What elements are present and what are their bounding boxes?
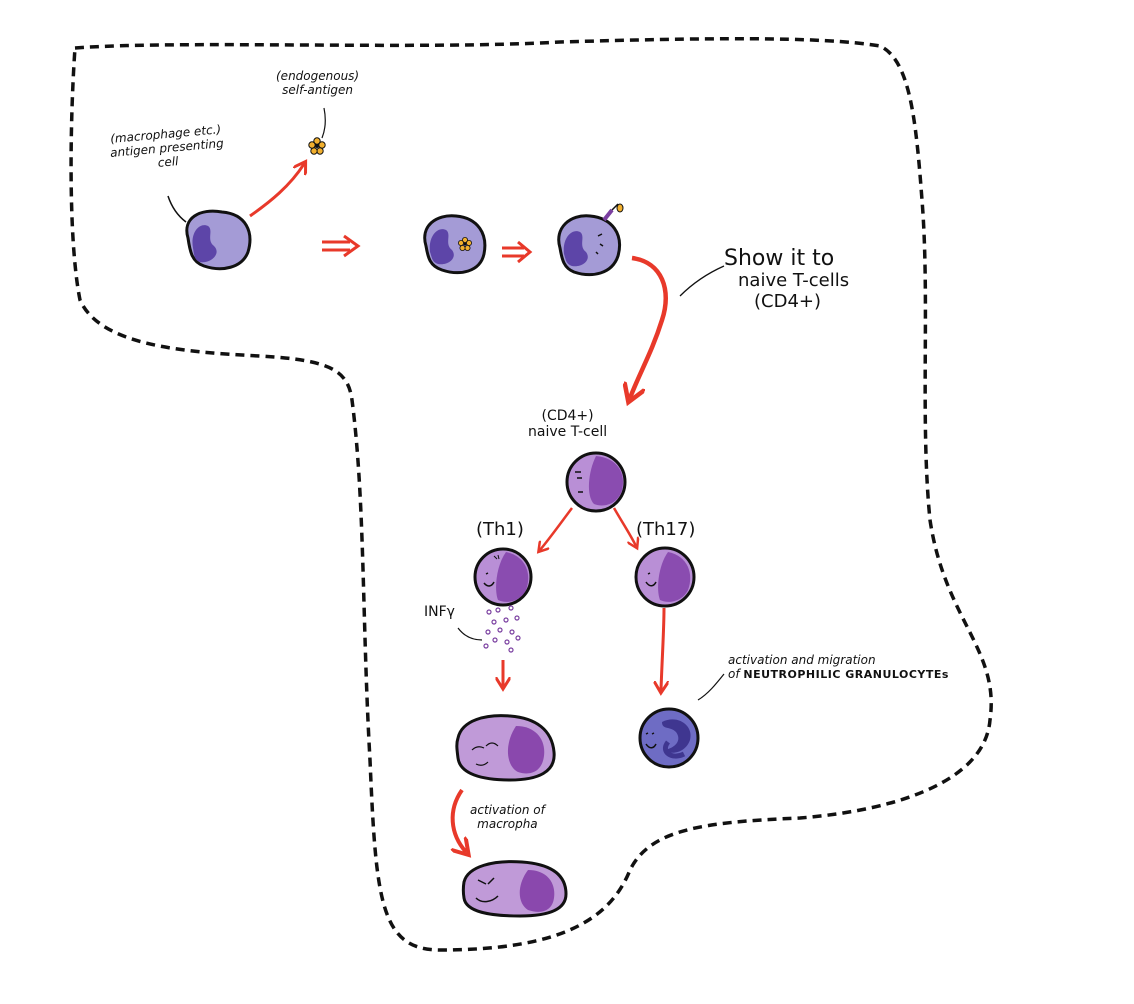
neutrophil-label: activation and migration of NEUTROPHILIC… [728,653,949,682]
th1-label: (Th1) [476,519,524,540]
arrow-apc-to-naive-t-cell [630,255,668,398]
self-antigen-label-line-1: (endogenous) [276,69,360,83]
naive-t-cell-icon [565,451,627,513]
neutrophil-label-caps: NEUTROPHILIC GRANULOCYTEs [743,667,949,681]
apc-pointer-line [167,195,187,223]
neutrophil-label-prefix: of [728,666,744,681]
macrophage-activation-line-1: activation of [470,803,545,817]
double-arrow-1 [322,234,361,258]
infg-label: INFγ [424,604,455,620]
macrophage-activation-label: activation of macropha [470,803,545,832]
show-it-line-1: Show it to [724,246,835,271]
macrophage-icon [455,714,556,782]
interferon-gamma-dots [483,605,521,653]
antigen-presenting-cell-icon [185,209,252,271]
show-it-line-2: naive T-cells [738,270,850,292]
show-it-label: Show it to naive T-cells (CD4+) [724,246,849,313]
show-it-line-3: (CD4+) [754,290,822,312]
activated-macrophage-icon [461,860,568,918]
infg-pointer-line [457,627,483,641]
self-antigen-label: (endogenous) self-antigen [276,69,360,98]
neutrophil-icon [638,707,700,769]
arrow-macrophage-activation [453,788,466,852]
arrow-apc-to-antigen [249,164,304,218]
naive-t-cell-label-line-1: (CD4+) [541,408,594,424]
self-antigen-label-line-2: self-antigen [282,82,354,97]
naive-t-cell-label-line-2: naive T-cell [528,424,608,441]
arrow-to-th1 [540,507,574,550]
self-antigen-icon [308,137,326,155]
apc-presenting-antigen-icon [557,203,624,277]
self-antigen-pointer-line [321,107,326,139]
arrow-to-th17 [612,507,636,546]
double-arrow-2 [502,240,533,264]
th17-label: (Th17) [636,519,696,540]
naive-t-cell-label: (CD4+) naive T-cell [528,408,607,440]
dashed-region-border [69,36,993,952]
show-it-pointer-line [679,265,725,297]
th17-cell-icon [634,546,696,608]
arrow-th17-to-neutrophil [661,607,664,690]
neutrophil-label-line-1: activation and migration [728,653,876,667]
th1-cell-icon [473,547,533,607]
apc-with-antigen-icon [423,214,487,275]
macrophage-activation-line-2: macropha [477,816,538,831]
neutrophil-pointer-line [697,673,725,701]
